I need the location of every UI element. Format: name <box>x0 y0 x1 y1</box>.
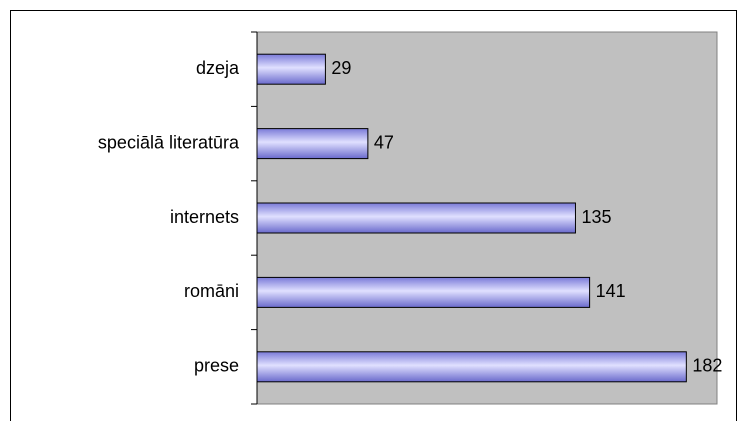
data-label: 182 <box>692 356 722 376</box>
y-tick-label: prese <box>194 356 239 376</box>
data-label: 135 <box>581 207 611 227</box>
y-tick-label: internets <box>170 207 239 227</box>
bar <box>256 202 576 234</box>
bar <box>256 53 326 85</box>
data-label: 47 <box>374 132 394 152</box>
data-label: 29 <box>331 58 351 78</box>
y-tick-label: dzeja <box>196 58 240 78</box>
y-tick-label: speciālā literatūra <box>98 132 240 152</box>
y-tick-label: romāni <box>184 281 239 301</box>
data-label: 141 <box>596 281 626 301</box>
bar <box>256 351 687 383</box>
bar <box>256 128 369 160</box>
bar <box>256 276 591 308</box>
